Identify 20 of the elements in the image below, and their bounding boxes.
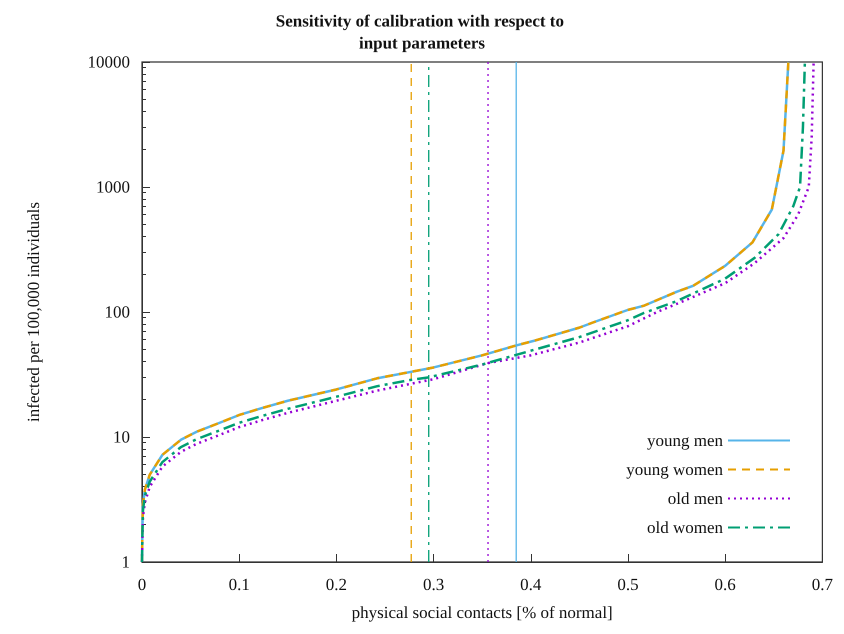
legend-label: old men: [668, 489, 724, 508]
x-tick-label: 0.4: [520, 575, 542, 594]
x-tick-label: 0.6: [714, 575, 736, 594]
y-tick-label: 100: [104, 302, 130, 322]
x-tick-label: 0.3: [422, 575, 444, 594]
y-tick-label: 10000: [88, 52, 130, 72]
legend-label: old women: [646, 518, 724, 537]
x-tick-label: 0: [138, 575, 146, 594]
x-tick-label: 0.2: [326, 575, 348, 594]
y-tick-label: 1: [122, 552, 130, 572]
chart-title: Sensitivity of calibration with respect to input parameters: [276, 12, 568, 52]
y-tick-label: 10: [113, 428, 130, 446]
legend-label: young women: [626, 460, 724, 479]
y-tick-label: 1000: [96, 178, 130, 196]
y-axis-title: infected per 100,000 individuals: [24, 202, 43, 422]
legend-label: young men: [646, 431, 724, 450]
x-tick-label: 0.1: [228, 575, 250, 594]
x-tick-label: 0.7: [812, 575, 834, 594]
x-tick-label: 0.5: [617, 575, 639, 594]
x-axis-title: physical social contacts [% of normal]: [352, 603, 613, 622]
